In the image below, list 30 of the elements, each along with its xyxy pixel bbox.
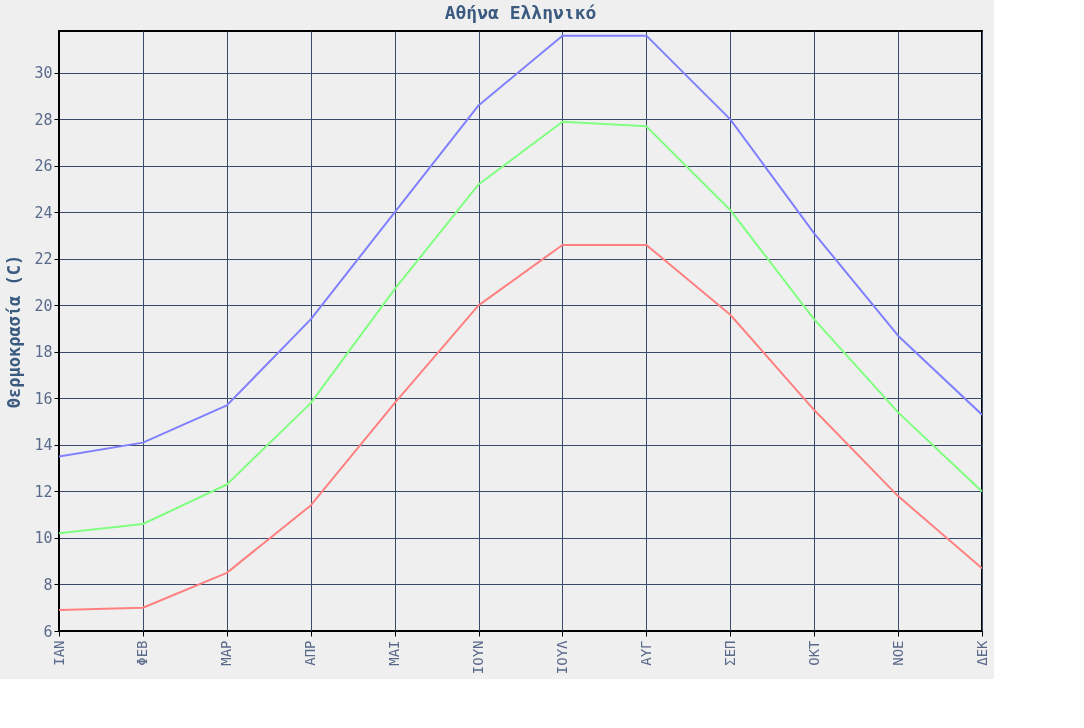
line-series xyxy=(59,34,982,458)
y-tick-label: 14 xyxy=(34,436,53,455)
y-axis-title: Θερμοκρασία (C) xyxy=(4,254,25,409)
x-tick-label: ΙΑΝ xyxy=(50,640,67,666)
x-tick-label: ΜΑΡ xyxy=(218,640,235,666)
y-tick-label: 28 xyxy=(34,110,53,129)
x-tick-label: ΑΥΓ xyxy=(637,640,654,666)
x-tick-label: ΔΕΚ xyxy=(973,639,990,666)
x-tick-label: ΙΟΥΝ xyxy=(470,640,487,675)
y-tick-label: 20 xyxy=(34,296,53,315)
y-tick-label: 6 xyxy=(43,622,53,641)
x-tick-label: ΝΟΕ xyxy=(889,640,906,666)
y-tick-label: 12 xyxy=(34,482,53,501)
x-tick-label: ΜΑΙ xyxy=(386,640,403,666)
y-tick-label: 30 xyxy=(34,64,53,83)
y-tick-label: 8 xyxy=(43,575,53,594)
x-tick-label: ΣΕΠ xyxy=(721,640,738,666)
x-tick-label: ΑΠΡ xyxy=(302,640,319,666)
line-series xyxy=(59,243,982,612)
y-tick-label: 18 xyxy=(34,343,53,362)
chart-title: Αθήνα Ελληνικό xyxy=(444,2,597,23)
y-tick-label: 22 xyxy=(34,250,53,269)
y-tick-label: 26 xyxy=(34,157,53,176)
x-tick-label: ΙΟΥΛ xyxy=(553,639,570,675)
y-tick-label: 16 xyxy=(34,389,53,408)
y-tick-label: 10 xyxy=(34,529,53,548)
x-tick-label: ΟΚΤ xyxy=(805,639,822,666)
y-tick-label: 24 xyxy=(34,203,53,222)
line-series xyxy=(59,120,982,535)
x-tick-label: ΦΕΒ xyxy=(134,640,151,666)
